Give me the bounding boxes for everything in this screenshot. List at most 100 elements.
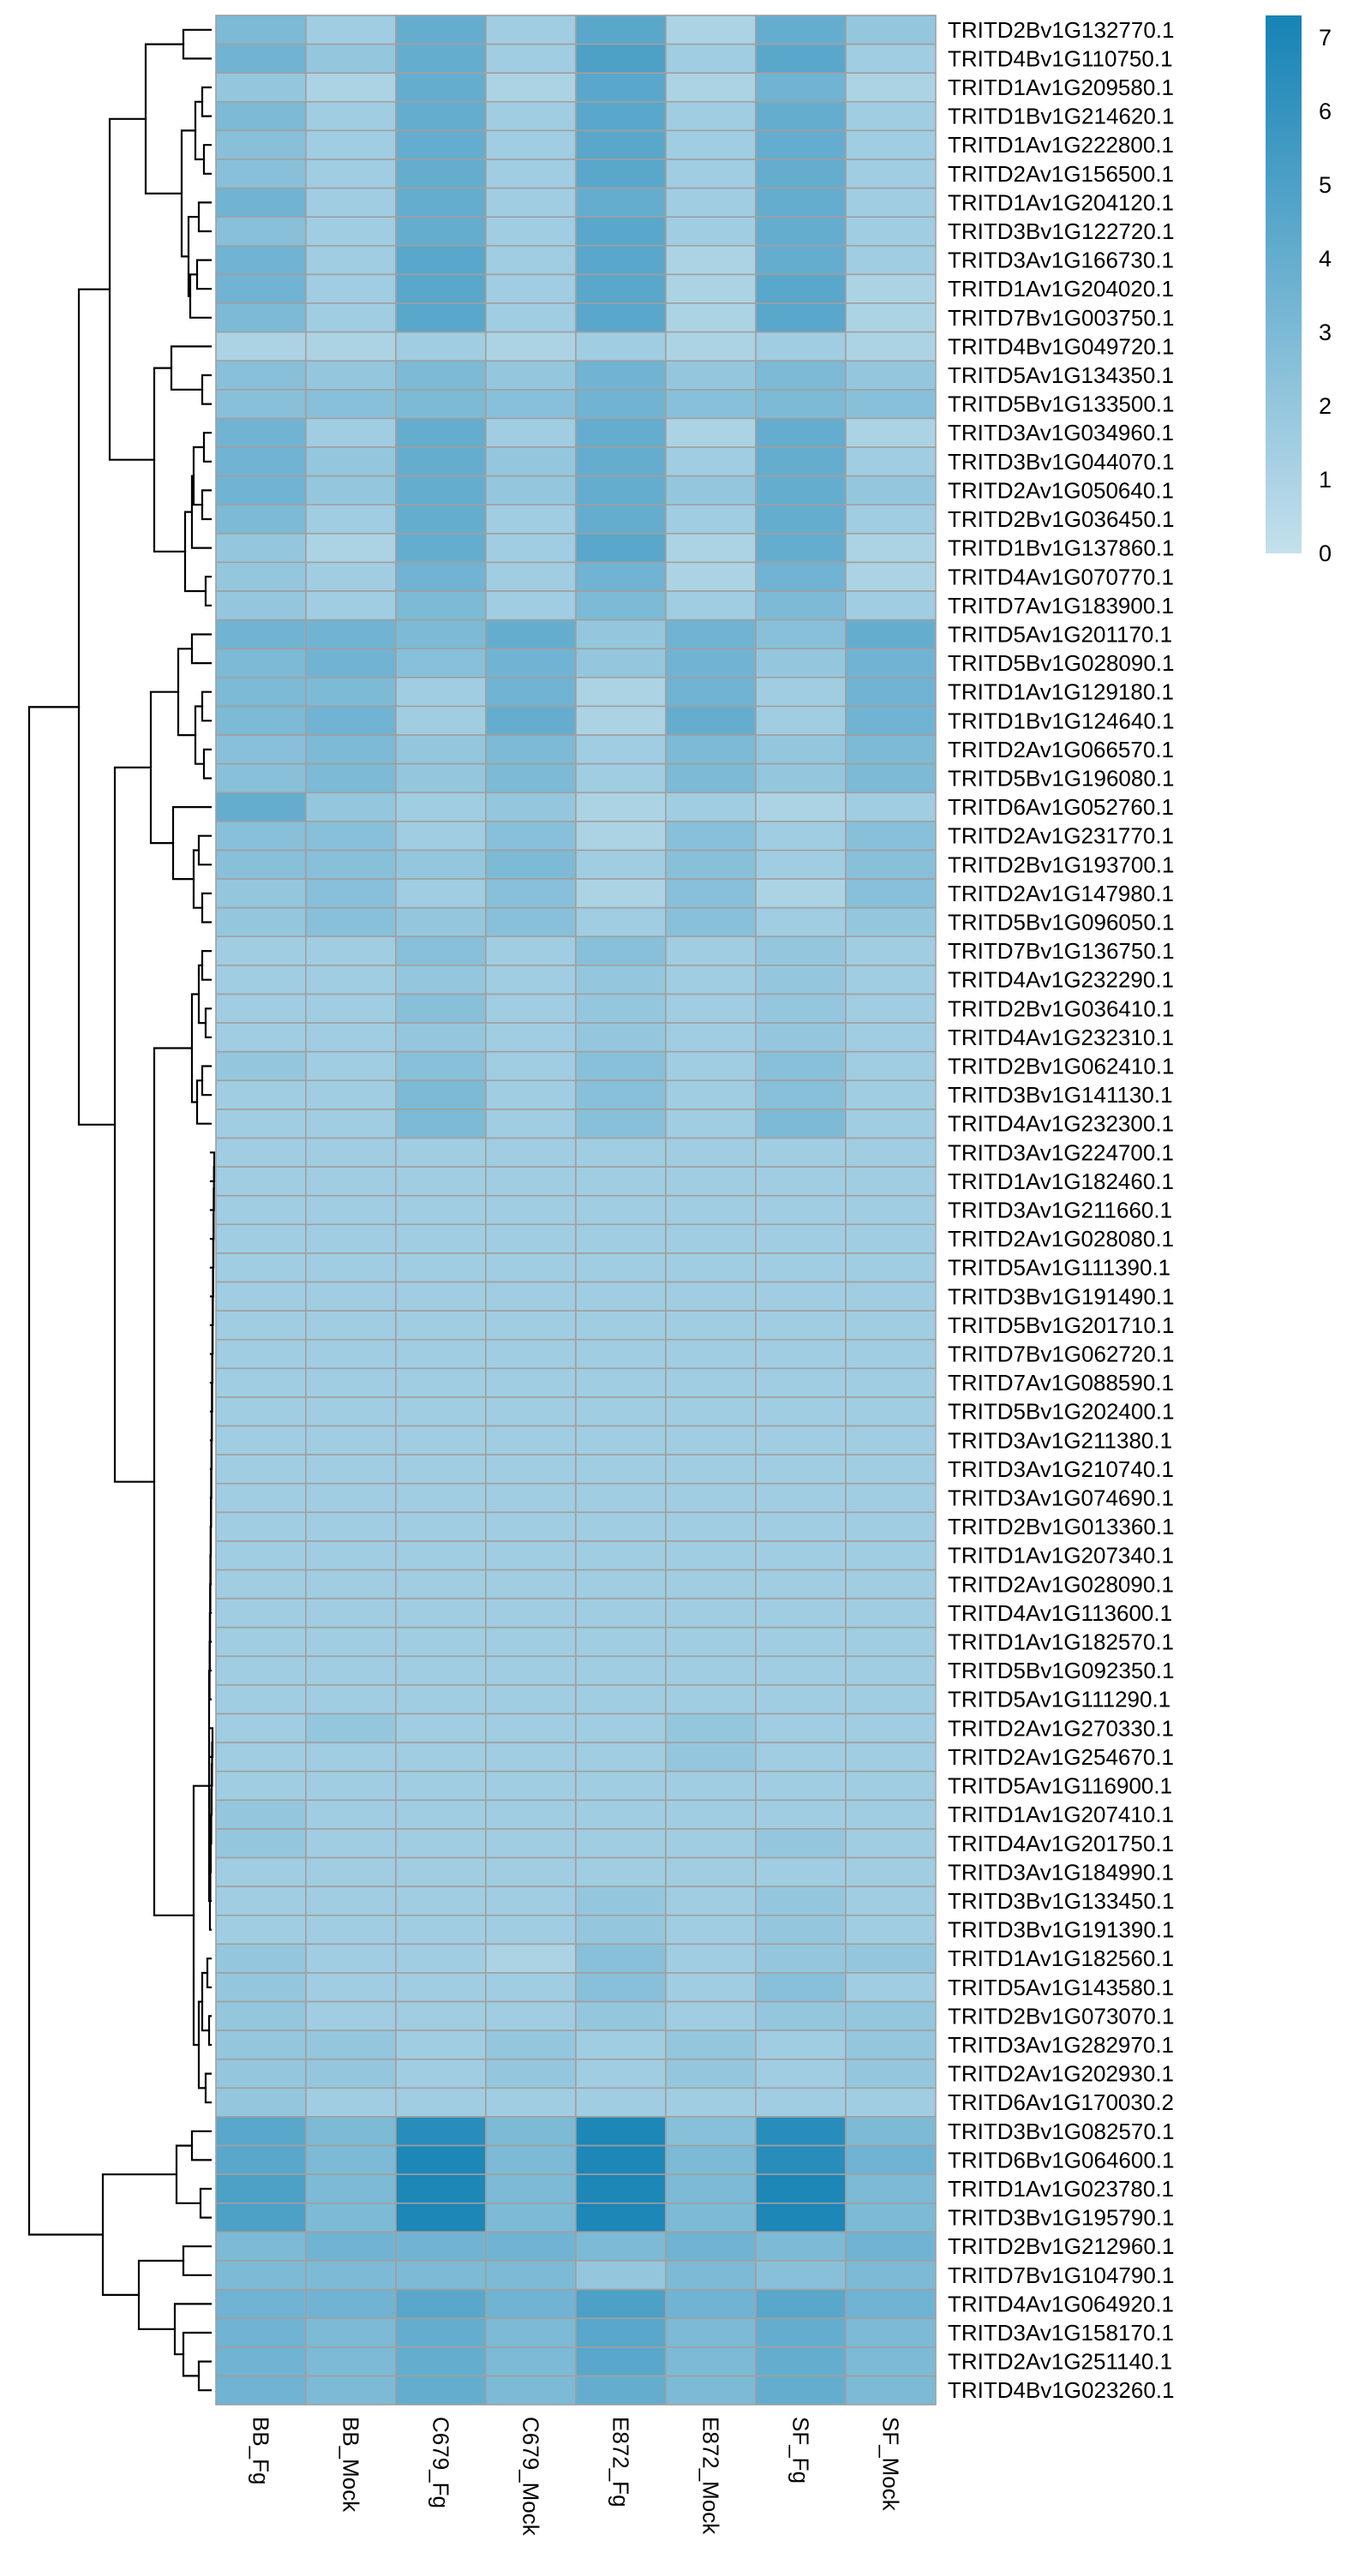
heatmap-cell [755, 15, 847, 45]
heatmap-cell [485, 1856, 577, 1887]
heatmap-cell [215, 533, 307, 564]
heatmap-cell [575, 1569, 667, 1599]
dendrogram-branch [201, 950, 213, 981]
dendrogram-branch [197, 2360, 213, 2392]
heatmap-cell [395, 2087, 487, 2118]
heatmap-cell [305, 2346, 397, 2377]
heatmap-cell [305, 2173, 397, 2204]
heatmap-cell [755, 1540, 847, 1571]
heatmap-cell [395, 1166, 487, 1197]
heatmap-cell [755, 1252, 847, 1283]
heatmap-cell [485, 734, 577, 765]
heatmap-cell [665, 1166, 757, 1197]
row-label: TRITD1Bv1G214620.1 [948, 104, 1174, 129]
heatmap-cell [845, 1137, 937, 1168]
row-label: TRITD3Bv1G044070.1 [948, 449, 1174, 475]
heatmap-cell [485, 2260, 577, 2291]
dendrogram-branch [175, 2144, 202, 2204]
legend-tick-label: 3 [1319, 320, 1332, 345]
heatmap-cell [845, 2116, 937, 2147]
heatmap-cell [845, 273, 937, 304]
heatmap-cell [305, 216, 397, 247]
heatmap-cell [395, 734, 487, 765]
row-label: TRITD3Av1G224700.1 [948, 1139, 1174, 1165]
row-label: TRITD1Av1G182460.1 [948, 1168, 1174, 1194]
heatmap-cell [305, 1540, 397, 1571]
heatmap-cell [215, 2317, 307, 2348]
heatmap-cell [215, 2116, 307, 2147]
heatmap-cell [665, 1137, 757, 1168]
heatmap-cell [485, 1137, 577, 1168]
heatmap-cell [845, 2087, 937, 2118]
legend-tick-label: 1 [1319, 467, 1332, 493]
dendrogram-branch [137, 2259, 185, 2330]
heatmap-cell [845, 648, 937, 678]
heatmap-cell [305, 561, 397, 592]
heatmap-cell [845, 1943, 937, 1974]
row-label: TRITD3Av1G282970.1 [948, 2032, 1174, 2058]
heatmap-cell [305, 1050, 397, 1082]
heatmap-cell [755, 878, 847, 909]
heatmap-cell [845, 1742, 937, 1772]
heatmap-cell [665, 1540, 757, 1571]
heatmap-cell [485, 2029, 577, 2060]
heatmap-cell [305, 1367, 397, 1398]
heatmap-cell [845, 2346, 937, 2377]
heatmap-cell [395, 158, 487, 189]
heatmap-cell [485, 1109, 577, 1139]
row-label: TRITD3Bv1G122720.1 [948, 218, 1174, 244]
heatmap-cell [395, 2029, 487, 2060]
heatmap-cell [665, 187, 757, 218]
heatmap-cell [305, 1482, 397, 1514]
heatmap-cell [845, 1684, 937, 1715]
heatmap-cell [395, 2288, 487, 2319]
heatmap-cell [755, 1425, 847, 1455]
heatmap-cell [395, 43, 487, 74]
heatmap-cell [305, 1252, 397, 1283]
heatmap-cell [575, 1137, 667, 1168]
heatmap-cell [845, 446, 937, 477]
dendrogram-branch [170, 345, 213, 391]
heatmap-cell [485, 2000, 577, 2031]
row-label: TRITD4Av1G232310.1 [948, 1025, 1174, 1050]
heatmap-cell [665, 878, 757, 909]
heatmap-cell [215, 2058, 307, 2089]
heatmap-cell [485, 1050, 577, 1082]
legend-tick-label: 7 [1319, 25, 1332, 51]
heatmap-cell [485, 187, 577, 218]
heatmap-cell [485, 302, 577, 333]
heatmap-cell [755, 2375, 847, 2406]
heatmap-cell [485, 389, 577, 420]
row-label: TRITD1Av1G182560.1 [948, 1945, 1174, 1971]
heatmap-cell [215, 2144, 307, 2175]
heatmap-cell [395, 2202, 487, 2233]
row-label: TRITD7Av1G088590.1 [948, 1370, 1174, 1396]
heatmap-cell [755, 158, 847, 189]
heatmap-cell [395, 792, 487, 822]
heatmap-cell [395, 1914, 487, 1945]
heatmap-cell [215, 2346, 307, 2377]
heatmap-cell [395, 1598, 487, 1629]
heatmap-cell [395, 1482, 487, 1514]
heatmap-cell [665, 129, 757, 160]
heatmap-cell [665, 1972, 757, 2003]
heatmap-cell [575, 878, 667, 909]
heatmap-cell [305, 43, 397, 74]
heatmap-cell [395, 1454, 487, 1485]
heatmap-cell [395, 2375, 487, 2406]
heatmap-cell [215, 504, 307, 535]
heatmap-cell [305, 1943, 397, 1974]
heatmap-cell [755, 187, 847, 218]
legend-tick-label: 0 [1319, 541, 1332, 566]
heatmap-cell [575, 561, 667, 592]
heatmap-cell [485, 1310, 577, 1341]
heatmap-cell [665, 245, 757, 276]
heatmap-cell [575, 993, 667, 1024]
heatmap-cell [395, 389, 487, 420]
row-label: TRITD2Av1G028090.1 [948, 1571, 1174, 1597]
heatmap-cell [305, 101, 397, 132]
heatmap-cell [395, 1367, 487, 1398]
row-label: TRITD3Av1G210740.1 [948, 1456, 1174, 1482]
heatmap-cell [485, 475, 577, 506]
heatmap-cell [395, 1109, 487, 1139]
